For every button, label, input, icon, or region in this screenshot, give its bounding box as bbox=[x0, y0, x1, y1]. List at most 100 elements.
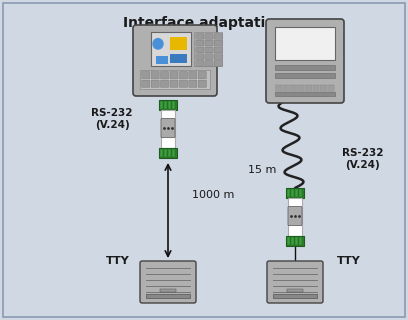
FancyBboxPatch shape bbox=[151, 80, 159, 87]
FancyBboxPatch shape bbox=[205, 54, 213, 60]
FancyBboxPatch shape bbox=[299, 237, 302, 245]
FancyBboxPatch shape bbox=[313, 90, 319, 91]
FancyBboxPatch shape bbox=[189, 71, 197, 79]
FancyBboxPatch shape bbox=[214, 60, 222, 66]
FancyBboxPatch shape bbox=[291, 189, 294, 197]
FancyBboxPatch shape bbox=[205, 40, 213, 46]
FancyBboxPatch shape bbox=[198, 80, 206, 87]
FancyBboxPatch shape bbox=[275, 73, 335, 78]
FancyBboxPatch shape bbox=[214, 40, 222, 46]
FancyBboxPatch shape bbox=[198, 71, 206, 79]
FancyBboxPatch shape bbox=[196, 60, 204, 66]
FancyBboxPatch shape bbox=[287, 189, 290, 197]
FancyBboxPatch shape bbox=[290, 85, 297, 86]
FancyBboxPatch shape bbox=[287, 289, 303, 292]
FancyBboxPatch shape bbox=[214, 34, 222, 39]
FancyBboxPatch shape bbox=[168, 149, 171, 157]
FancyBboxPatch shape bbox=[196, 47, 204, 53]
FancyBboxPatch shape bbox=[170, 80, 178, 87]
FancyBboxPatch shape bbox=[320, 90, 327, 91]
FancyBboxPatch shape bbox=[320, 89, 327, 90]
FancyBboxPatch shape bbox=[205, 60, 213, 66]
FancyBboxPatch shape bbox=[170, 54, 187, 63]
FancyBboxPatch shape bbox=[194, 32, 222, 66]
FancyBboxPatch shape bbox=[328, 87, 334, 88]
FancyBboxPatch shape bbox=[275, 92, 335, 96]
FancyBboxPatch shape bbox=[172, 101, 175, 109]
FancyBboxPatch shape bbox=[155, 56, 168, 64]
FancyBboxPatch shape bbox=[160, 289, 176, 292]
FancyBboxPatch shape bbox=[305, 87, 312, 88]
FancyBboxPatch shape bbox=[196, 34, 204, 39]
FancyBboxPatch shape bbox=[196, 40, 204, 46]
FancyBboxPatch shape bbox=[298, 87, 304, 88]
FancyBboxPatch shape bbox=[214, 47, 222, 53]
FancyBboxPatch shape bbox=[275, 90, 282, 91]
FancyBboxPatch shape bbox=[295, 189, 298, 197]
FancyBboxPatch shape bbox=[305, 85, 312, 86]
FancyBboxPatch shape bbox=[287, 237, 290, 245]
FancyBboxPatch shape bbox=[328, 89, 334, 90]
FancyBboxPatch shape bbox=[170, 37, 187, 50]
FancyBboxPatch shape bbox=[266, 19, 344, 103]
FancyBboxPatch shape bbox=[320, 85, 327, 86]
FancyBboxPatch shape bbox=[214, 54, 222, 60]
FancyBboxPatch shape bbox=[298, 85, 304, 86]
FancyBboxPatch shape bbox=[196, 54, 204, 60]
FancyBboxPatch shape bbox=[160, 101, 163, 109]
Text: TTY: TTY bbox=[106, 256, 130, 266]
FancyBboxPatch shape bbox=[142, 71, 150, 79]
FancyBboxPatch shape bbox=[283, 87, 289, 88]
FancyBboxPatch shape bbox=[164, 101, 167, 109]
Text: RS-232
(V.24): RS-232 (V.24) bbox=[91, 108, 133, 131]
FancyBboxPatch shape bbox=[275, 85, 282, 86]
FancyBboxPatch shape bbox=[305, 90, 312, 91]
FancyBboxPatch shape bbox=[288, 206, 302, 226]
FancyBboxPatch shape bbox=[180, 71, 187, 79]
FancyBboxPatch shape bbox=[273, 294, 317, 298]
FancyBboxPatch shape bbox=[168, 101, 171, 109]
FancyBboxPatch shape bbox=[172, 149, 175, 157]
FancyBboxPatch shape bbox=[288, 198, 302, 236]
FancyBboxPatch shape bbox=[283, 90, 289, 91]
FancyBboxPatch shape bbox=[328, 90, 334, 91]
FancyBboxPatch shape bbox=[159, 148, 177, 158]
FancyBboxPatch shape bbox=[140, 261, 196, 303]
FancyBboxPatch shape bbox=[164, 149, 167, 157]
FancyBboxPatch shape bbox=[205, 34, 213, 39]
FancyBboxPatch shape bbox=[161, 118, 175, 138]
FancyBboxPatch shape bbox=[283, 85, 289, 86]
FancyBboxPatch shape bbox=[299, 189, 302, 197]
FancyBboxPatch shape bbox=[291, 237, 294, 245]
FancyBboxPatch shape bbox=[313, 89, 319, 90]
FancyBboxPatch shape bbox=[290, 90, 297, 91]
FancyBboxPatch shape bbox=[161, 110, 175, 148]
FancyBboxPatch shape bbox=[320, 87, 327, 88]
FancyBboxPatch shape bbox=[267, 261, 323, 303]
FancyBboxPatch shape bbox=[286, 236, 304, 246]
Ellipse shape bbox=[152, 38, 164, 50]
FancyBboxPatch shape bbox=[146, 294, 190, 298]
Text: 15 m: 15 m bbox=[248, 165, 276, 175]
FancyBboxPatch shape bbox=[180, 80, 187, 87]
FancyBboxPatch shape bbox=[170, 71, 178, 79]
FancyBboxPatch shape bbox=[161, 71, 169, 79]
FancyBboxPatch shape bbox=[298, 89, 304, 90]
FancyBboxPatch shape bbox=[189, 80, 197, 87]
FancyBboxPatch shape bbox=[313, 87, 319, 88]
FancyBboxPatch shape bbox=[290, 89, 297, 90]
FancyBboxPatch shape bbox=[286, 188, 304, 198]
FancyBboxPatch shape bbox=[290, 87, 297, 88]
FancyBboxPatch shape bbox=[305, 89, 312, 90]
FancyBboxPatch shape bbox=[151, 32, 191, 66]
FancyBboxPatch shape bbox=[133, 25, 217, 96]
FancyBboxPatch shape bbox=[275, 89, 282, 90]
FancyBboxPatch shape bbox=[160, 149, 163, 157]
FancyBboxPatch shape bbox=[140, 70, 210, 89]
FancyBboxPatch shape bbox=[283, 89, 289, 90]
FancyBboxPatch shape bbox=[328, 85, 334, 86]
FancyBboxPatch shape bbox=[161, 80, 169, 87]
FancyBboxPatch shape bbox=[159, 100, 177, 110]
FancyBboxPatch shape bbox=[205, 47, 213, 53]
Text: Interface adaptation: Interface adaptation bbox=[123, 16, 285, 30]
